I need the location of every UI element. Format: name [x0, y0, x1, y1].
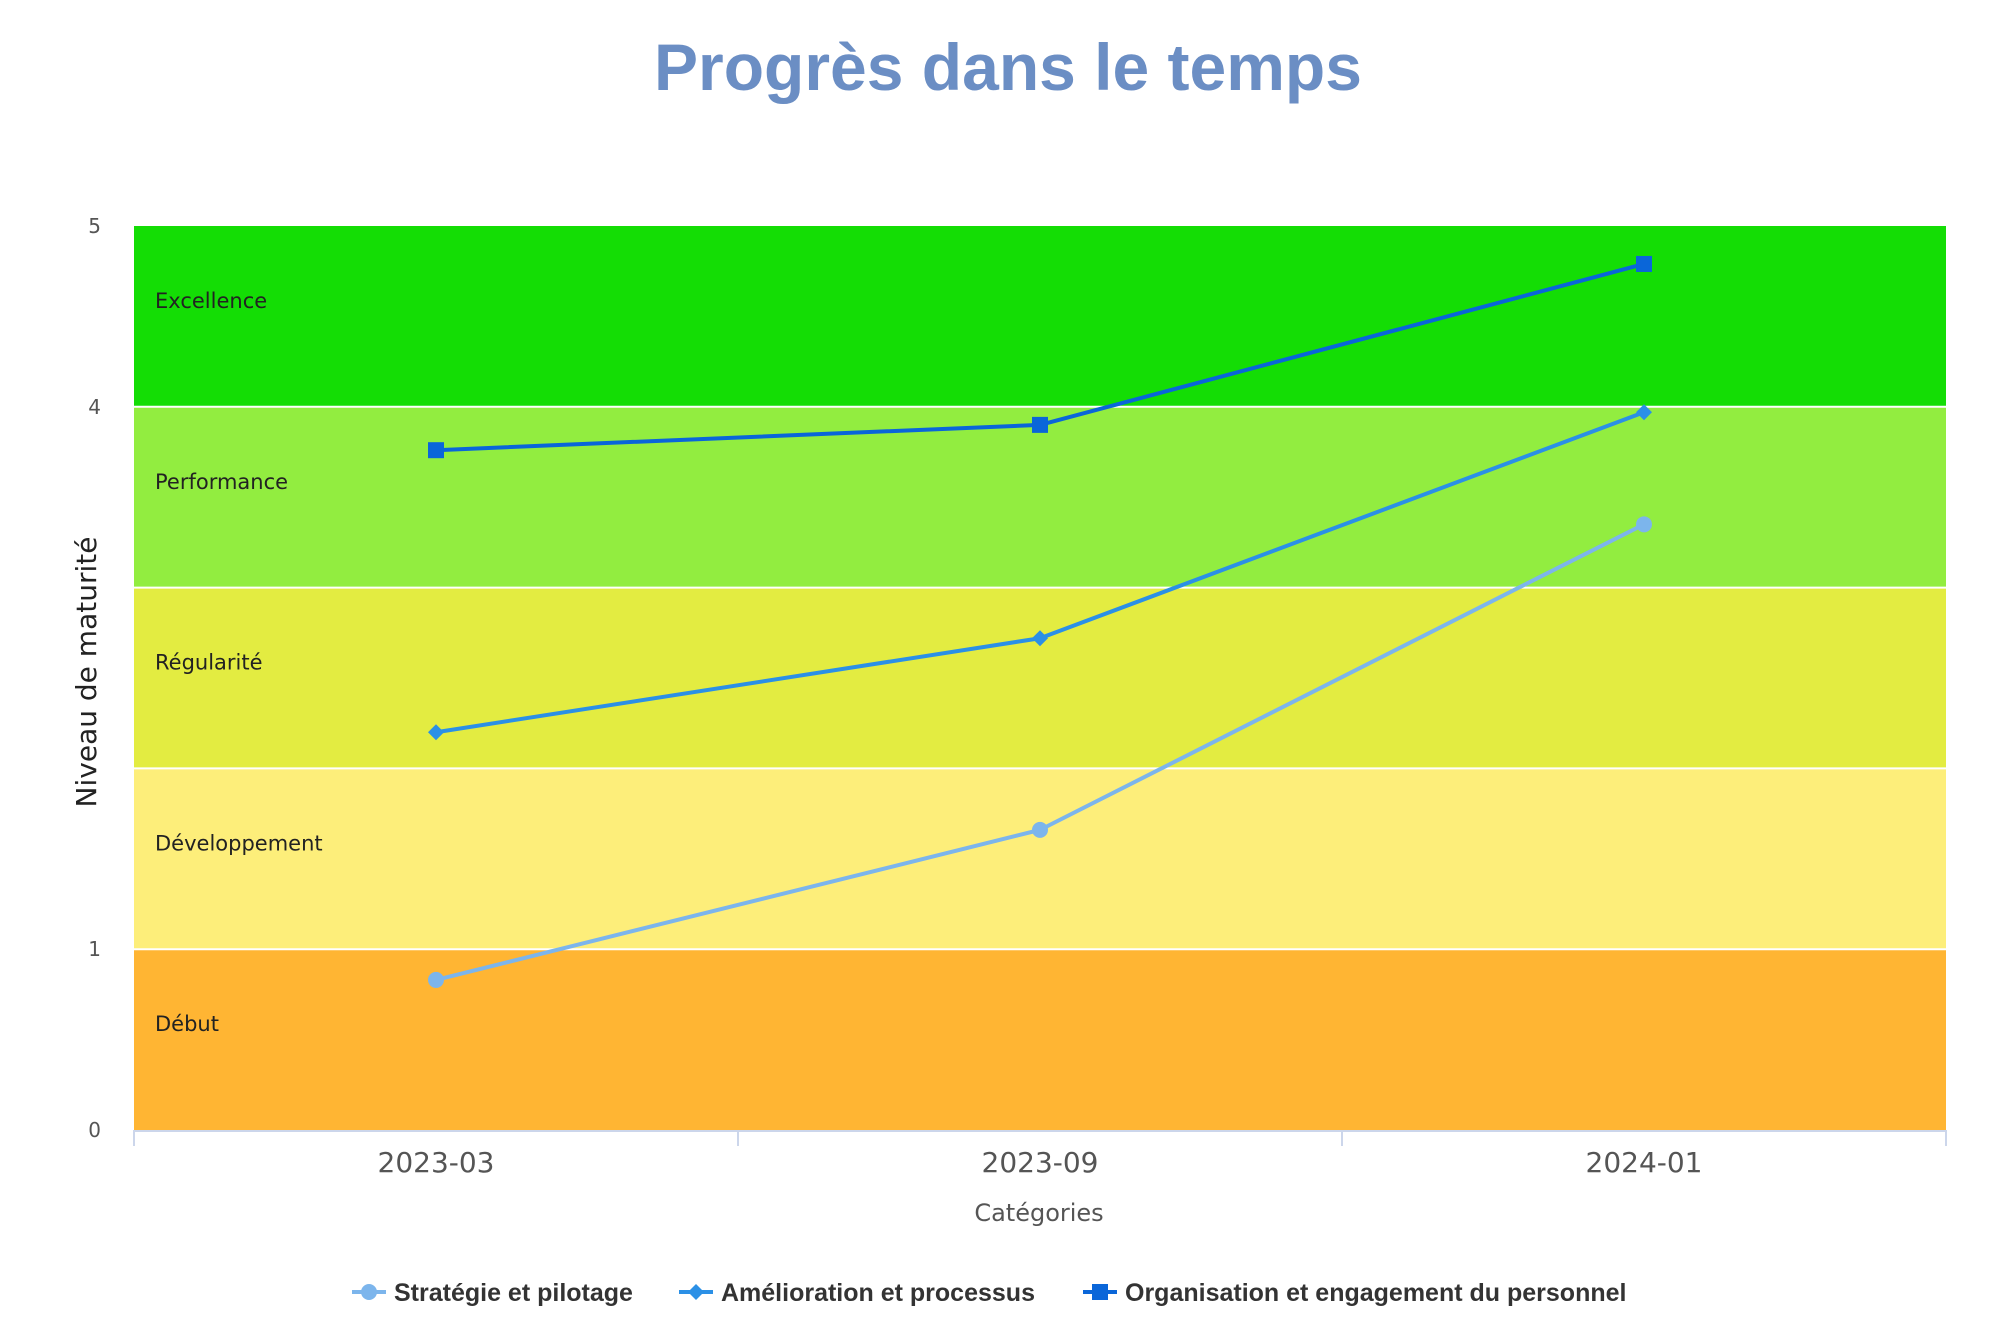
series-layer — [428, 255, 1652, 988]
data-point — [1032, 630, 1048, 647]
legend-item[interactable]: Organisation et engagement du personnel — [1083, 1279, 1626, 1307]
band-label: Excellence — [155, 289, 267, 313]
band-performance — [134, 406, 1946, 588]
y-tick-label: 0 — [88, 1118, 101, 1142]
band-label: Régularité — [155, 651, 263, 675]
chart-title: Progrès dans le temps — [654, 30, 1362, 104]
data-point — [1636, 516, 1652, 533]
x-tick-label: 2023-03 — [378, 1146, 495, 1179]
y-axis-title: Niveau de maturité — [70, 537, 103, 808]
band-label: Performance — [155, 470, 288, 494]
y-tick-label: 4 — [88, 395, 101, 419]
legend-label: Amélioration et processus — [721, 1279, 1035, 1307]
band-label: Développement — [155, 831, 323, 855]
y-tick-label: 5 — [88, 214, 101, 238]
data-point — [1636, 255, 1652, 272]
series-1 — [428, 516, 1652, 988]
band-regularite — [134, 587, 1946, 769]
x-tick-label: 2024-01 — [1586, 1146, 1703, 1179]
maturity-bands — [134, 226, 1946, 1130]
series-2 — [428, 404, 1652, 741]
data-point — [1032, 416, 1048, 433]
legend-item[interactable]: Amélioration et processus — [679, 1279, 1035, 1307]
x-tick-label: 2023-09 — [982, 1146, 1099, 1179]
series-3 — [428, 255, 1652, 459]
legend: Stratégie et pilotage Amélioration et pro… — [352, 1279, 1626, 1307]
legend-label: Stratégie et pilotage — [394, 1279, 633, 1307]
legend-marker — [1092, 1284, 1108, 1300]
data-point — [428, 971, 444, 988]
data-point — [1636, 404, 1652, 421]
band-labels: Début Développement Régularité Performance E… — [155, 289, 323, 1036]
data-point — [428, 724, 444, 741]
x-axis: 2023-03 2023-09 2024-01 — [133, 1130, 1947, 1179]
band-developpement — [134, 768, 1946, 950]
band-excellence — [134, 226, 1946, 407]
data-point — [428, 442, 444, 459]
y-axis: 0 1 4 5 — [88, 214, 101, 1142]
band-debut — [134, 949, 1946, 1130]
band-label: Début — [155, 1012, 219, 1036]
legend-label: Organisation et engagement du personnel — [1125, 1279, 1626, 1307]
data-point — [1032, 821, 1048, 838]
x-axis-title: Catégories — [974, 1199, 1103, 1227]
legend-marker — [361, 1284, 377, 1300]
legend-marker — [688, 1284, 704, 1300]
legend-item[interactable]: Stratégie et pilotage — [352, 1279, 633, 1307]
y-tick-label: 1 — [88, 937, 101, 961]
